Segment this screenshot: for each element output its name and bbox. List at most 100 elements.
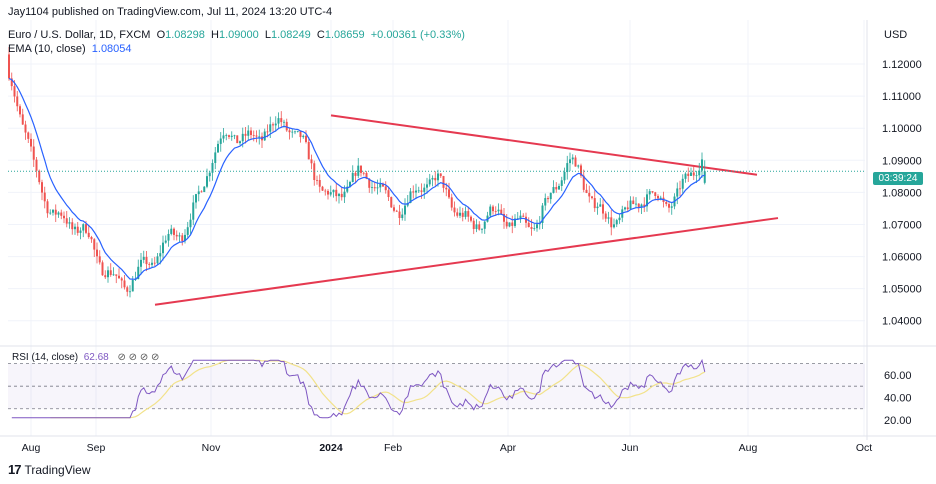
candle-body	[52, 209, 54, 213]
candle-body	[318, 180, 321, 187]
rsi-panel: 60.00 40.00 20.00	[0, 345, 936, 427]
candle-body	[354, 172, 357, 176]
candle-body	[604, 213, 607, 219]
trendlines	[154, 114, 779, 306]
candle-body	[104, 275, 107, 278]
symbol-name: Euro / U.S. Dollar, 1D, FXCM	[8, 29, 151, 41]
candle-body	[255, 135, 258, 137]
candle-body	[197, 191, 200, 195]
candle-body	[35, 159, 38, 171]
candle-body	[360, 165, 362, 173]
candle-body	[329, 192, 332, 195]
price-tick-label: 1.09000	[882, 155, 922, 167]
candle-body	[338, 193, 340, 197]
candle-body	[310, 159, 313, 164]
price-tick-label: 1.08000	[882, 187, 922, 199]
candle-body	[646, 194, 648, 207]
candle-body	[390, 197, 393, 208]
candle-body	[316, 179, 318, 181]
candle-body	[668, 204, 670, 208]
candle-body	[236, 135, 239, 144]
candle-body	[153, 262, 156, 264]
candle-body	[500, 209, 503, 214]
candle-body	[247, 130, 250, 136]
trendline[interactable]	[154, 217, 779, 306]
time-tick-label: Apr	[500, 442, 517, 454]
candle-body	[96, 249, 98, 257]
candle-body	[448, 189, 450, 198]
rsi-tick-label: 40.00	[884, 392, 912, 404]
candle-body	[343, 191, 346, 198]
candle-body	[442, 176, 445, 188]
candle-body	[511, 222, 514, 226]
candle-body	[489, 206, 492, 216]
countdown-badge: 03:39:24	[873, 172, 923, 185]
candle-body	[610, 217, 613, 228]
candle-body	[654, 192, 657, 196]
candle-body	[555, 187, 558, 190]
candle-body	[519, 215, 522, 219]
candle-body	[684, 173, 687, 179]
candle-body	[398, 211, 401, 219]
candle-body	[373, 187, 376, 189]
candle-body	[118, 275, 120, 279]
candle-body	[219, 138, 222, 144]
candle-body	[503, 213, 505, 222]
candle-body	[239, 141, 241, 144]
candle-body	[19, 106, 21, 115]
candle-body	[404, 205, 406, 215]
candle-body	[384, 186, 387, 191]
candle-body	[687, 173, 690, 176]
candle-body	[250, 130, 252, 136]
tradingview-mark-icon: 17	[8, 462, 22, 477]
candle-body	[13, 86, 16, 97]
candle-body	[225, 135, 228, 137]
candle-body	[27, 132, 30, 139]
candle-body	[470, 216, 472, 221]
candle-body	[494, 211, 497, 212]
candle-body	[79, 230, 82, 233]
candle-body	[258, 136, 261, 138]
candle-body	[643, 204, 646, 207]
candle-body	[87, 232, 90, 238]
rsi-visibility-icons[interactable]: ⊘ ⊘ ⊘ ⊘	[117, 352, 160, 363]
price-axis: 1.12000 1.11000 1.10000 1.09000 1.08000 1.070…	[866, 20, 922, 440]
candle-body	[472, 220, 475, 229]
candle-body	[112, 274, 115, 276]
candle-body	[214, 152, 217, 163]
candle-body	[640, 204, 643, 208]
time-tick-label: Jun	[622, 442, 639, 454]
candle-body	[382, 183, 384, 187]
candle-body	[230, 135, 233, 137]
candle-body	[591, 196, 593, 199]
candle-body	[203, 186, 206, 193]
candle-body	[195, 194, 197, 203]
candle-body	[456, 212, 459, 216]
candle-body	[233, 135, 236, 137]
tradingview-logo[interactable]: 17 TradingView	[8, 462, 91, 477]
candle-body	[280, 118, 283, 123]
candle-body	[269, 124, 272, 132]
candle-body	[30, 138, 32, 147]
candle-body	[357, 165, 360, 176]
ema-line	[8, 77, 705, 280]
candle-body	[690, 172, 692, 176]
candle-body	[274, 123, 277, 126]
candle-body	[173, 228, 175, 235]
candle-body	[49, 212, 52, 214]
candle-body	[651, 191, 654, 193]
candle-body	[296, 130, 299, 132]
candle-body	[217, 143, 219, 153]
candle-body	[170, 228, 173, 234]
candle-body	[624, 207, 626, 210]
rsi-ma-line	[50, 359, 706, 419]
candle-body	[417, 190, 420, 192]
candle-body	[492, 206, 494, 212]
trendline[interactable]	[330, 114, 758, 176]
candle-body	[428, 179, 431, 185]
candle-body	[508, 222, 511, 227]
rsi-tick-label: 20.00	[884, 415, 912, 427]
candle-body	[192, 202, 195, 220]
candle-body	[368, 178, 371, 188]
